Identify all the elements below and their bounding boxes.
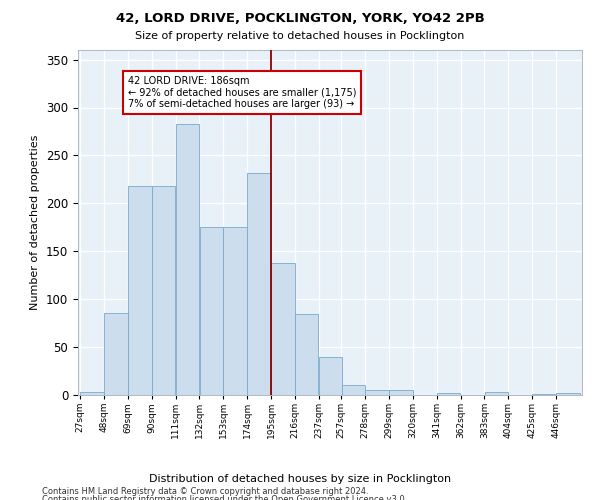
Text: 42 LORD DRIVE: 186sqm
← 92% of detached houses are smaller (1,175)
7% of semi-de: 42 LORD DRIVE: 186sqm ← 92% of detached … [128,76,356,109]
Bar [485,392,508,395]
Bar [556,393,580,395]
Bar [365,390,389,395]
Text: 42, LORD DRIVE, POCKLINGTON, YORK, YO42 2PB: 42, LORD DRIVE, POCKLINGTON, YORK, YO42 … [116,12,484,26]
Bar [319,356,343,395]
Text: Distribution of detached houses by size in Pocklington: Distribution of detached houses by size … [149,474,451,484]
Bar [176,124,199,395]
Bar [200,228,223,395]
Bar [247,172,271,395]
Bar [104,312,128,395]
Text: Contains public sector information licensed under the Open Government Licence v3: Contains public sector information licen… [42,495,407,500]
Bar [271,263,295,395]
Bar [341,386,365,395]
Bar [437,393,460,395]
Bar [295,314,319,395]
Bar [80,392,104,395]
Bar [152,186,175,395]
Bar [389,390,413,395]
Text: Contains HM Land Registry data © Crown copyright and database right 2024.: Contains HM Land Registry data © Crown c… [42,487,368,496]
Bar [223,228,247,395]
Bar [532,394,556,395]
Text: Size of property relative to detached houses in Pocklington: Size of property relative to detached ho… [136,31,464,41]
Y-axis label: Number of detached properties: Number of detached properties [31,135,40,310]
Bar [128,186,152,395]
